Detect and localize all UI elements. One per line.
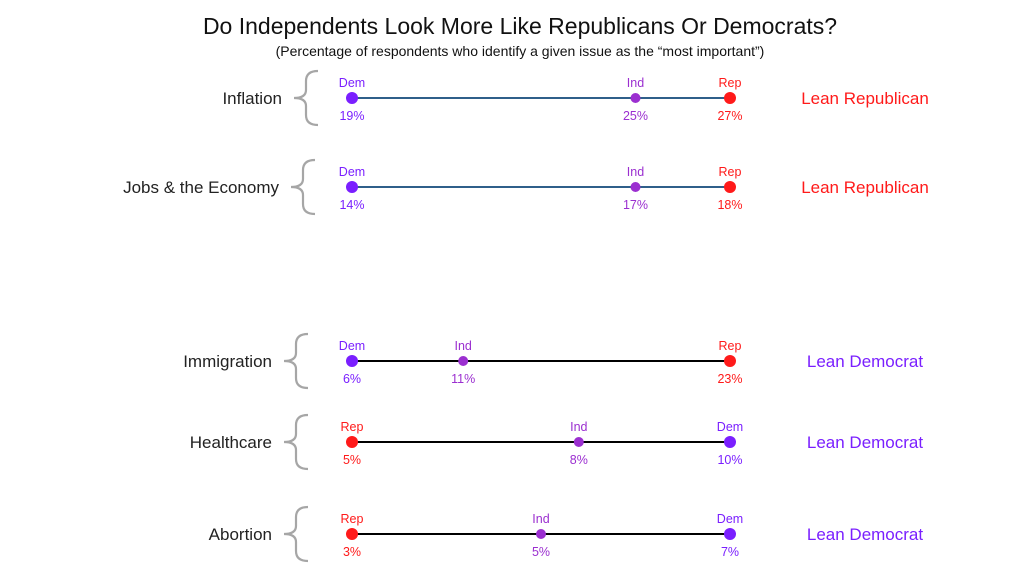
issue-row: Abortion Dem 7% Ind 5% Rep 3% Lean Democrat xyxy=(209,505,924,563)
verdict-label: Lean Republican xyxy=(801,178,929,197)
dot-ind xyxy=(458,356,469,366)
dot-rep xyxy=(724,181,736,193)
value-label-dem: 14% xyxy=(339,198,364,212)
dot-dem xyxy=(346,355,358,367)
value-label-dem: 19% xyxy=(339,109,364,123)
value-label-ind: 11% xyxy=(451,372,475,386)
value-label-dem: 6% xyxy=(343,372,361,386)
series-label-ind: Ind xyxy=(532,512,549,526)
brace xyxy=(283,332,309,390)
dot-ind xyxy=(630,93,641,103)
value-label-rep: 23% xyxy=(717,372,742,386)
issue-label: Healthcare xyxy=(190,433,272,452)
issue-row: Inflation Dem 19% Ind 25% Rep 27% Lean Republic… xyxy=(222,69,929,127)
series-label-dem: Dem xyxy=(717,512,743,526)
chart-subtitle: (Percentage of respondents who identify … xyxy=(276,43,765,59)
issue-rows: Inflation Dem 19% Ind 25% Rep 27% Lean Republic… xyxy=(123,69,929,563)
issue-label: Immigration xyxy=(183,352,272,371)
value-label-rep: 3% xyxy=(343,545,361,559)
value-label-ind: 25% xyxy=(623,109,648,123)
dot-ind xyxy=(536,529,546,539)
verdict-label: Lean Democrat xyxy=(807,525,924,544)
chart-title: Do Independents Look More Like Republica… xyxy=(203,13,837,39)
value-label-ind: 17% xyxy=(623,198,648,212)
value-label-ind: 5% xyxy=(532,545,550,559)
dot-rep xyxy=(346,436,358,448)
value-label-ind: 8% xyxy=(570,453,588,467)
series-label-ind: Ind xyxy=(454,339,471,353)
brace xyxy=(290,158,316,216)
brace xyxy=(293,69,319,127)
verdict-label: Lean Republican xyxy=(801,89,929,108)
issue-row: Jobs & the Economy Dem 14% Ind 17% Rep 18% Lean… xyxy=(123,158,929,216)
issue-label: Inflation xyxy=(222,89,282,108)
series-label-dem: Dem xyxy=(339,165,365,179)
series-label-dem: Dem xyxy=(717,420,743,434)
series-label-rep: Rep xyxy=(719,339,742,353)
series-label-ind: Ind xyxy=(570,420,587,434)
brace xyxy=(283,413,309,471)
dot-rep xyxy=(346,528,358,540)
dot-ind xyxy=(630,182,641,192)
dot-dem xyxy=(724,528,736,540)
issue-label: Jobs & the Economy xyxy=(123,178,279,197)
series-label-dem: Dem xyxy=(339,339,365,353)
dot-dem xyxy=(346,181,358,193)
dot-ind xyxy=(573,437,584,447)
dot-rep xyxy=(724,92,736,104)
value-label-rep: 18% xyxy=(717,198,742,212)
series-label-rep: Rep xyxy=(719,76,742,90)
value-label-rep: 5% xyxy=(343,453,361,467)
brace xyxy=(283,505,309,563)
series-label-ind: Ind xyxy=(627,165,644,179)
verdict-label: Lean Democrat xyxy=(807,352,924,371)
dot-dem xyxy=(346,92,358,104)
series-label-ind: Ind xyxy=(627,76,644,90)
series-label-dem: Dem xyxy=(339,76,365,90)
value-label-dem: 10% xyxy=(717,453,742,467)
value-label-rep: 27% xyxy=(717,109,742,123)
series-label-rep: Rep xyxy=(341,512,364,526)
issue-label: Abortion xyxy=(209,525,272,544)
series-label-rep: Rep xyxy=(341,420,364,434)
dot-dem xyxy=(724,436,736,448)
issue-row: Healthcare Dem 10% Ind 8% Rep 5% Lean Democrat xyxy=(190,413,924,471)
dot-rep xyxy=(724,355,736,367)
value-label-dem: 7% xyxy=(721,545,739,559)
verdict-label: Lean Democrat xyxy=(807,433,924,452)
issue-row: Immigration Dem 6% Ind 11% Rep 23% Lean Democra… xyxy=(183,332,924,390)
series-label-rep: Rep xyxy=(719,165,742,179)
